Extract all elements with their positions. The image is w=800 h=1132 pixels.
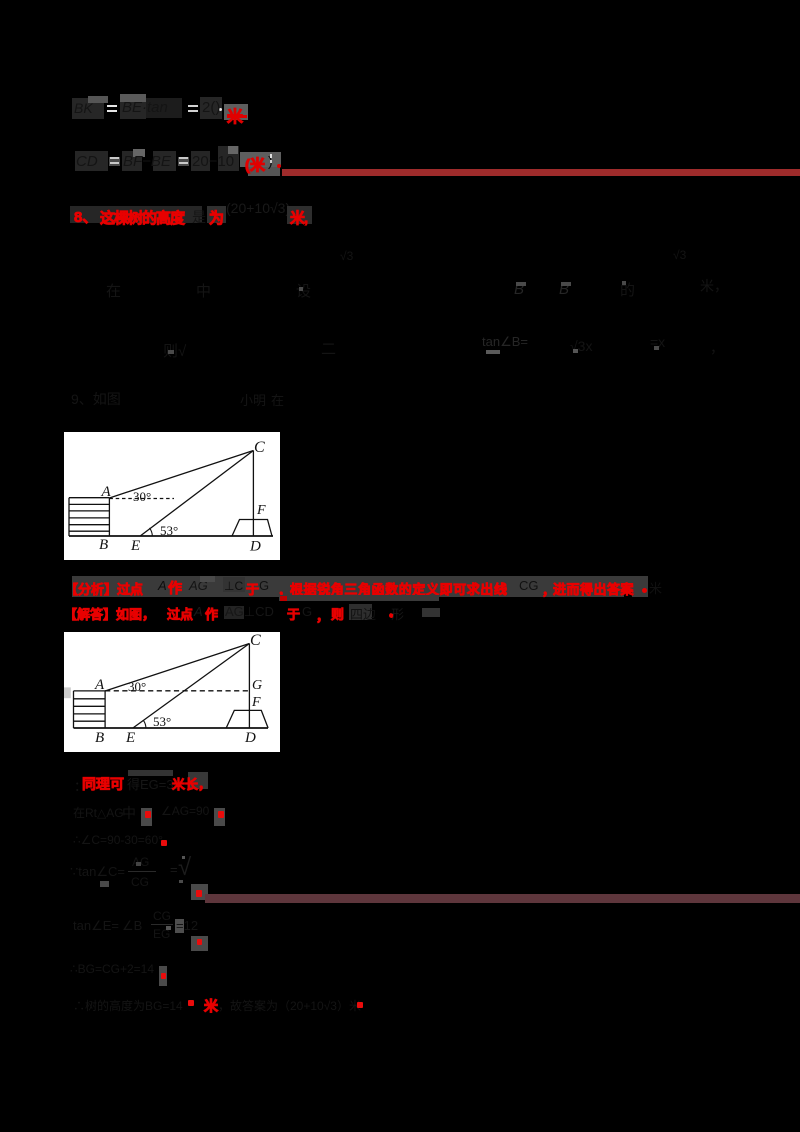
- svg-text:C: C: [250, 632, 261, 649]
- svg-text:E: E: [130, 538, 140, 554]
- svg-text:D: D: [244, 730, 256, 746]
- svg-text:C: C: [254, 439, 265, 456]
- svg-text:A: A: [94, 677, 105, 693]
- svg-text:F: F: [256, 503, 266, 518]
- svg-text:A: A: [101, 484, 112, 500]
- svg-text:F: F: [251, 695, 261, 710]
- svg-text:B: B: [99, 537, 108, 553]
- svg-text:53°: 53°: [153, 714, 171, 729]
- svg-text:30°: 30°: [128, 679, 146, 694]
- svg-text:D: D: [249, 539, 261, 555]
- svg-text:G: G: [252, 678, 262, 693]
- svg-text:B: B: [95, 730, 104, 746]
- svg-text:E: E: [125, 730, 135, 746]
- svg-text:53°: 53°: [160, 523, 178, 538]
- svg-text:30°: 30°: [133, 489, 151, 504]
